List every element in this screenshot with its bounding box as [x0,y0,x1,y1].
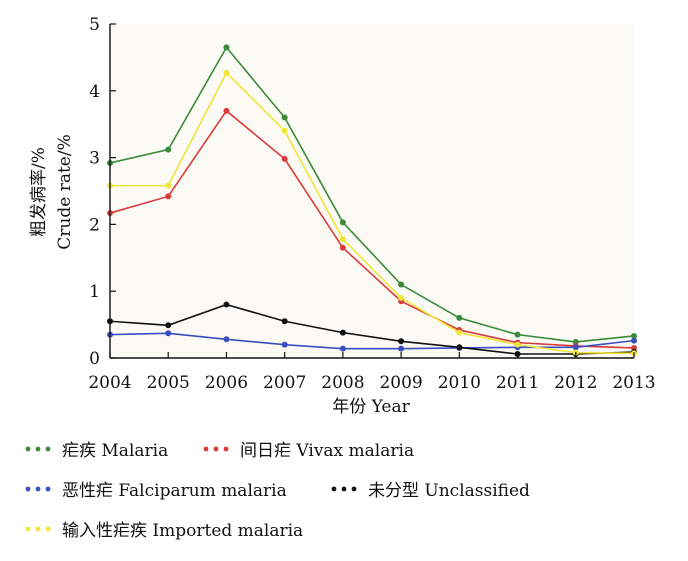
legend-marker-icon [331,486,357,491]
legend-marker-icon [203,446,229,451]
legend-item-unclassified: 未分型 Unclassified [330,476,530,501]
legend-label: 恶性疟 Falciparum malaria [62,481,287,501]
data-point [456,314,463,321]
legend-marker-icon [25,526,51,531]
data-point [514,331,521,338]
data-point [281,341,288,348]
x-tick-label: 2010 [438,373,481,393]
series-line-3 [109,303,635,355]
legend-item-falciparum: 恶性疟 Falciparum malaria [24,476,287,501]
legend-marker-icon [25,486,51,491]
x-tick-label: 2009 [379,373,422,393]
data-point [165,322,172,329]
data-point [281,114,288,121]
data-point [398,281,405,288]
data-point [281,155,288,162]
data-point [165,330,172,337]
data-point [339,236,346,243]
data-point [456,329,463,336]
x-tick-label: 2006 [205,373,248,393]
plot-area [110,24,634,358]
y-axis-title-en: Crude rate/% [55,134,75,249]
data-point [165,193,172,200]
x-tick-label: 2012 [554,373,597,393]
data-point [631,337,637,344]
series-line-0 [109,45,635,343]
x-tick-label: 2007 [263,373,306,393]
y-tick-label: 0 [89,349,100,369]
x-tick-label: 2004 [88,373,131,393]
y-axis-title-zh: 粗发病率/% [29,147,49,237]
data-point [339,244,346,251]
series-line-2 [109,332,635,350]
legend: 疟疾 Malaria 间日疟 Vivax malaria 恶性疟 Falcipa… [24,436,664,556]
legend-item-imported: 输入性疟疾 Imported malaria [24,516,303,541]
data-point [398,345,405,352]
data-point [281,127,288,134]
series-line-1 [109,109,635,349]
data-point [339,219,346,226]
y-tick-label: 3 [89,149,100,169]
x-tick-label: 2005 [147,373,190,393]
data-point [223,69,230,76]
data-point [339,345,346,352]
data-point [165,146,172,153]
line-chart: 0 1 2 3 4 5 2004 2005 2006 2007 2008 2009 2010 2011 20… [29,15,656,417]
y-tick-label: 4 [89,82,100,102]
data-point [514,341,521,348]
data-point [281,318,288,325]
data-point [339,329,346,336]
data-point [223,301,230,308]
data-point [631,332,637,339]
data-point [223,336,230,343]
legend-label: 输入性疟疾 Imported malaria [62,521,304,541]
data-point [165,182,172,189]
data-point [572,344,579,351]
x-tick-label: 2011 [496,373,539,393]
y-tick-label: 2 [89,215,100,235]
data-point [398,338,405,345]
x-tick-label: 2008 [321,373,364,393]
legend-item-malaria: 疟疾 Malaria [24,436,168,461]
legend-label: 未分型 Unclassified [368,481,530,501]
x-axis-title: 年份 Year [332,397,410,417]
data-point [223,107,230,114]
data-point [398,294,405,301]
legend-marker-icon [25,446,51,451]
y-tick-label: 5 [89,15,100,35]
x-tick-label: 2013 [612,373,655,393]
legend-item-vivax: 间日疟 Vivax malaria [202,436,414,461]
y-tick-label: 1 [89,282,100,302]
series-line-4 [110,71,635,355]
data-point [456,344,463,351]
data-point [223,44,230,51]
legend-label: 疟疾 Malaria [62,441,169,461]
legend-label: 间日疟 Vivax malaria [240,441,415,461]
